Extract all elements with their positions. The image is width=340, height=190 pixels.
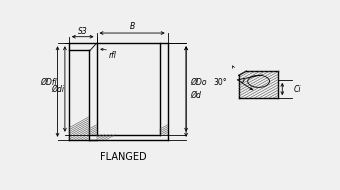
Text: 30°: 30° — [213, 78, 227, 87]
Text: B: B — [130, 22, 135, 31]
Text: Ci: Ci — [294, 85, 302, 93]
Text: FLANGED: FLANGED — [100, 152, 147, 162]
Text: ØDo: ØDo — [190, 78, 207, 87]
Text: ØDfl: ØDfl — [40, 78, 57, 87]
Text: Ødi: Ødi — [51, 85, 64, 93]
Text: rfl: rfl — [108, 51, 116, 60]
Text: Ød: Ød — [190, 90, 201, 99]
Text: S3: S3 — [78, 27, 88, 36]
